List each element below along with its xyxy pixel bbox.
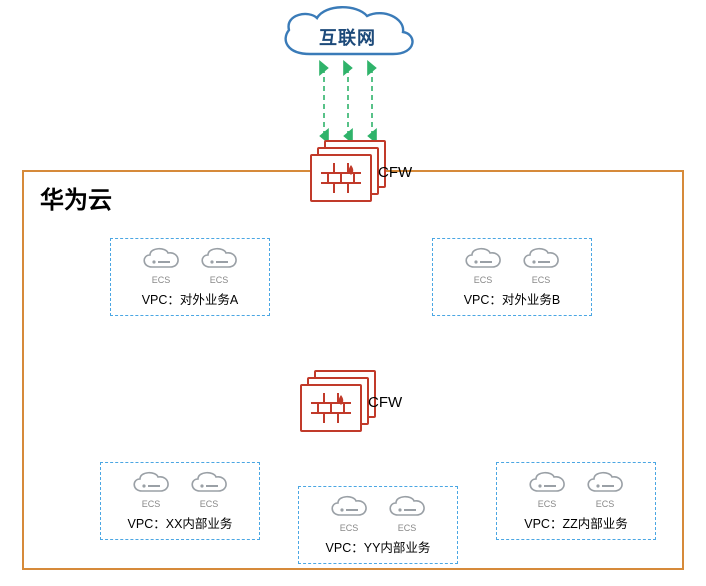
diagram-stage: 华为云 互联网	[0, 0, 706, 586]
internet-cloud-label: 互联网	[275, 24, 420, 50]
ecs-label: ECS	[128, 499, 174, 509]
vpc-label: VPC：对外业务A	[111, 289, 269, 308]
vpc-external-a: ECS ECS VPC：对外业务A	[110, 238, 270, 316]
cfw-top-label: CFW	[378, 164, 412, 181]
ecs-icon	[520, 245, 562, 273]
ecs-icon	[198, 245, 240, 273]
ecs-icon	[188, 469, 230, 497]
ecs-icon	[526, 469, 568, 497]
internet-cloud: 互联网	[275, 6, 420, 64]
vpc-internal-yy: ECS ECS VPC：YY内部业务	[298, 486, 458, 564]
ecs-label: ECS	[186, 499, 232, 509]
ecs-row: ECS ECS	[299, 493, 457, 533]
ecs-icon	[140, 245, 182, 273]
huawei-cloud-title: 华为云	[40, 180, 112, 215]
ecs-node: ECS	[186, 469, 232, 509]
vpc-internal-zz: ECS ECS VPC：ZZ内部业务	[496, 462, 656, 540]
ecs-label: ECS	[518, 275, 564, 285]
firewall-icon	[321, 163, 361, 193]
vpc-label: VPC：YY内部业务	[299, 537, 457, 556]
ecs-label: ECS	[460, 275, 506, 285]
ecs-node: ECS	[460, 245, 506, 285]
ecs-icon	[130, 469, 172, 497]
vpc-external-b: ECS ECS VPC：对外业务B	[432, 238, 592, 316]
ecs-row: ECS ECS	[497, 469, 655, 509]
ecs-label: ECS	[196, 275, 242, 285]
ecs-label: ECS	[524, 499, 570, 509]
ecs-row: ECS ECS	[111, 245, 269, 285]
ecs-node: ECS	[138, 245, 184, 285]
ecs-row: ECS ECS	[101, 469, 259, 509]
ecs-icon	[584, 469, 626, 497]
firewall-icon	[311, 393, 351, 423]
vpc-internal-xx: ECS ECS VPC：XX内部业务	[100, 462, 260, 540]
ecs-node: ECS	[582, 469, 628, 509]
cfw-bottom-label: CFW	[368, 394, 402, 411]
cfw-top: CFW	[310, 140, 410, 200]
ecs-icon	[462, 245, 504, 273]
cfw-bottom: CFW	[300, 370, 400, 430]
ecs-label: ECS	[138, 275, 184, 285]
ecs-label: ECS	[326, 523, 372, 533]
ecs-node: ECS	[326, 493, 372, 533]
ecs-node: ECS	[128, 469, 174, 509]
ecs-node: ECS	[518, 245, 564, 285]
cfw-stack-front	[310, 154, 372, 202]
ecs-node: ECS	[196, 245, 242, 285]
vpc-label: VPC：ZZ内部业务	[497, 513, 655, 532]
ecs-node: ECS	[524, 469, 570, 509]
ecs-label: ECS	[582, 499, 628, 509]
vpc-label: VPC：XX内部业务	[101, 513, 259, 532]
ecs-icon	[386, 493, 428, 521]
ecs-node: ECS	[384, 493, 430, 533]
ecs-row: ECS ECS	[433, 245, 591, 285]
vpc-label: VPC：对外业务B	[433, 289, 591, 308]
ecs-icon	[328, 493, 370, 521]
cfw-stack-front	[300, 384, 362, 432]
ecs-label: ECS	[384, 523, 430, 533]
